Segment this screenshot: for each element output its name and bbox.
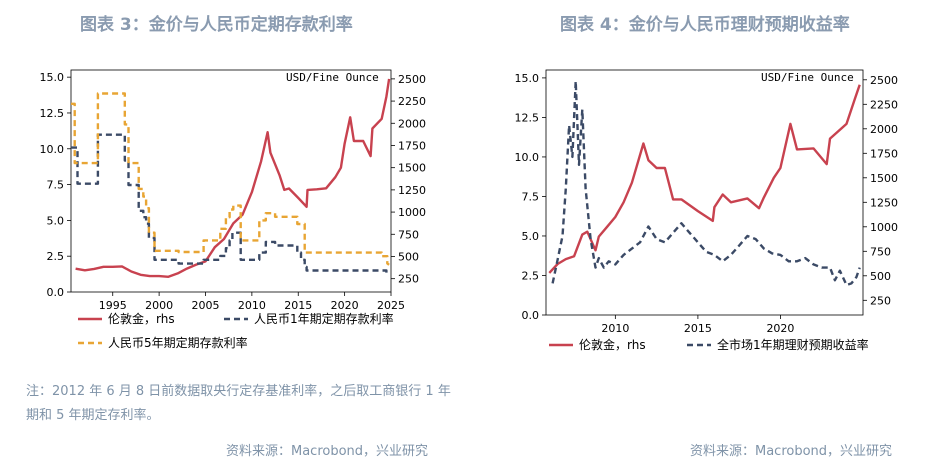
left-x-tick-label: 2020 (331, 299, 359, 312)
left-y-left-tick-label: 0.0 (47, 286, 65, 299)
right-y-right-tick-label: 2500 (870, 74, 898, 87)
right-y-right-tick-label: 1500 (870, 172, 898, 185)
left-y-right-tick-label: 750 (398, 228, 419, 241)
left-chart-source: 资料来源：Macrobond，兴业研究 (226, 444, 429, 459)
left-y-right-tick-label: 2500 (398, 73, 426, 86)
right-series-line-1 (548, 84, 861, 274)
right-y-left-tick-label: 12.5 (515, 111, 540, 124)
left-legend-label-2: 人民币1年期定期存款利率 (254, 311, 394, 326)
left-y-right-tick-label: 1500 (398, 162, 426, 175)
right-x-tick-label: 2010 (601, 322, 629, 335)
right-legend-label-1: 伦敦金，rhs (579, 337, 646, 352)
left-y-right-tick-label: 250 (398, 273, 419, 286)
right-series-line-2 (551, 79, 861, 287)
left-series-line-1 (75, 78, 391, 278)
left-unit-label: USD/Fine Ounce (286, 71, 379, 84)
left-y-right-tick-label: 2000 (398, 117, 426, 130)
right-y-right-tick-label: 1750 (870, 147, 898, 160)
left-y-left-tick-label: 2.5 (47, 250, 65, 263)
left-series-line-2 (71, 133, 390, 277)
left-y-right-tick-label: 500 (398, 250, 419, 263)
right-y-right-tick-label: 2000 (870, 123, 898, 136)
right-chart-source: 资料来源：Macrobond，兴业研究 (690, 444, 893, 459)
right-y-right-tick-label: 1250 (870, 196, 898, 209)
left-y-left-tick-label: 5.0 (47, 214, 65, 227)
right-y-left-tick-label: 15.0 (515, 72, 540, 85)
left-legend-label-1: 伦敦金，rhs (108, 311, 175, 326)
left-x-tick-label: 2025 (377, 299, 405, 312)
left-y-left-tick-label: 7.5 (47, 179, 65, 192)
left-x-tick-label: 2005 (191, 299, 219, 312)
left-y-right-tick-label: 1250 (398, 184, 426, 197)
right-y-left-tick-label: 0.0 (522, 309, 540, 322)
right-plot-frame (545, 69, 864, 316)
right-unit-label: USD/Fine Ounce (761, 71, 854, 84)
right-y-left-tick-label: 10.0 (515, 151, 540, 164)
left-x-tick-label: 2010 (238, 299, 266, 312)
left-y-right-tick-label: 1750 (398, 139, 426, 152)
right-y-right-tick-label: 1000 (870, 221, 898, 234)
left-legend-label-3: 人民币5年期定期存款利率 (108, 335, 248, 350)
right-y-right-tick-label: 250 (870, 294, 891, 307)
left-series-line-3 (71, 92, 390, 266)
left-y-left-tick-label: 15.0 (40, 71, 65, 84)
right-legend-label-2: 全市场1年期理财预期收益率 (717, 337, 869, 352)
left-x-tick-label: 1995 (99, 299, 127, 312)
left-x-tick-label: 2000 (145, 299, 173, 312)
left-y-right-tick-label: 1000 (398, 206, 426, 219)
right-y-right-tick-label: 500 (870, 270, 891, 283)
right-y-right-tick-label: 2250 (870, 98, 898, 111)
left-x-tick-label: 2015 (284, 299, 312, 312)
left-y-left-tick-label: 10.0 (40, 143, 65, 156)
left-y-left-tick-label: 12.5 (40, 107, 65, 120)
right-y-right-tick-label: 750 (870, 245, 891, 258)
left-chart-title: 图表 3：金价与人民币定期存款利率 (80, 15, 353, 35)
right-x-tick-label: 2015 (684, 322, 712, 335)
right-x-tick-label: 2020 (766, 322, 794, 335)
left-chart-note: 注：2012 年 6 月 8 日前数据取央行定存基准利率，之后取工商银行 1 年… (26, 384, 451, 423)
right-chart-title: 图表 4：金价与人民币理财预期收益率 (560, 15, 850, 35)
left-plot-frame (70, 69, 392, 293)
right-y-left-tick-label: 5.0 (522, 230, 540, 243)
right-y-left-tick-label: 7.5 (522, 190, 540, 203)
right-y-left-tick-label: 2.5 (522, 269, 540, 282)
left-y-right-tick-label: 2250 (398, 95, 426, 108)
